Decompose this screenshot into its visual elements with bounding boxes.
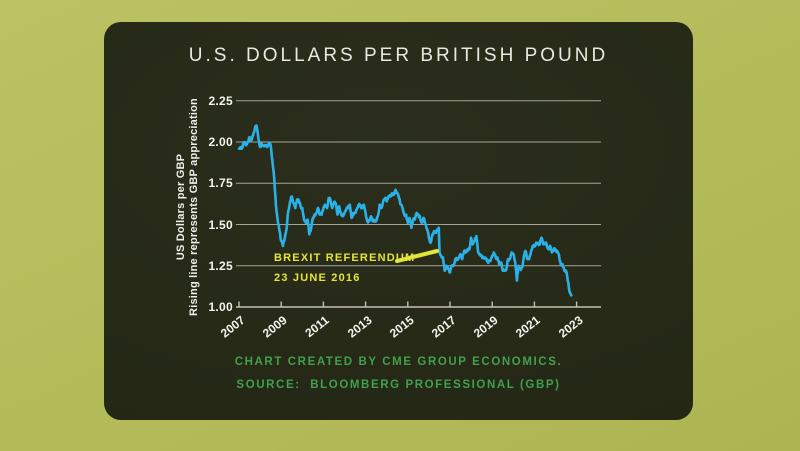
chart-title: U.S. DOLLARS PER BRITISH POUND <box>188 45 609 66</box>
y-tick-label: 1.25 <box>208 258 233 273</box>
chart-panel <box>104 22 693 420</box>
gridlines <box>236 100 601 308</box>
usd-per-gbp-line <box>237 124 573 297</box>
brexit-annotation-line1: BREXIT REFERENDUM <box>274 252 416 264</box>
y-tick-label: 2.00 <box>208 135 233 149</box>
x-axis-tick-marks <box>238 301 578 307</box>
y-tick-label: 1.75 <box>208 176 233 191</box>
chart-source-text: SOURCE: BLOOMBERG PROFESSIONAL (GBP) <box>236 379 561 391</box>
brexit-annotation-line2: 23 JUNE 2016 <box>274 272 361 284</box>
y-tick-label: 2.25 <box>208 93 233 108</box>
y-tick-label: 1.00 <box>208 300 233 314</box>
chart-credit-text: CHART CREATED BY CME GROUP ECONOMICS. <box>234 356 563 368</box>
y-tick-label: 1.50 <box>208 217 233 232</box>
annotation-pointer-line <box>395 249 439 263</box>
